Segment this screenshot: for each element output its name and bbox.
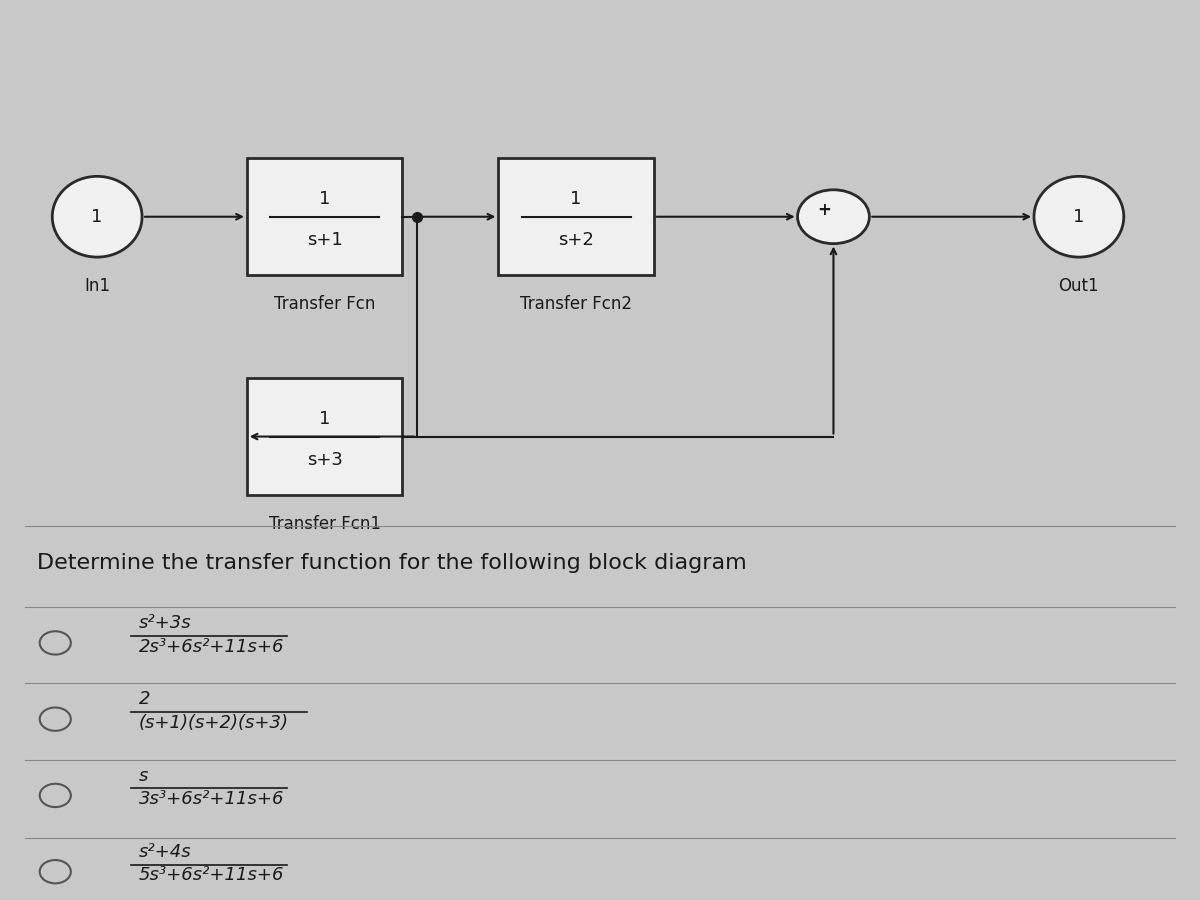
Ellipse shape — [53, 176, 142, 257]
Circle shape — [798, 190, 869, 244]
Text: Determine the transfer function for the following block diagram: Determine the transfer function for the … — [37, 554, 748, 573]
Text: 2: 2 — [139, 690, 150, 708]
Text: In1: In1 — [84, 277, 110, 295]
Text: s²+3s: s²+3s — [139, 614, 192, 632]
FancyBboxPatch shape — [247, 378, 402, 495]
Text: 3s³+6s²+11s+6: 3s³+6s²+11s+6 — [139, 790, 284, 808]
Text: 2s³+6s²+11s+6: 2s³+6s²+11s+6 — [139, 637, 284, 655]
Text: s+1: s+1 — [307, 231, 342, 249]
Text: s+3: s+3 — [307, 451, 342, 469]
Text: Transfer Fcn: Transfer Fcn — [274, 295, 376, 313]
FancyBboxPatch shape — [247, 158, 402, 275]
Text: (s+1)(s+2)(s+3): (s+1)(s+2)(s+3) — [139, 714, 289, 732]
Text: 1: 1 — [570, 190, 582, 208]
Text: s: s — [139, 767, 149, 785]
Text: Out1: Out1 — [1058, 277, 1099, 295]
Text: Transfer Fcn2: Transfer Fcn2 — [520, 295, 632, 313]
Text: 1: 1 — [91, 208, 103, 226]
Text: Transfer Fcn1: Transfer Fcn1 — [269, 515, 380, 533]
Text: s²+4s: s²+4s — [139, 843, 192, 861]
Text: 1: 1 — [319, 190, 330, 208]
FancyBboxPatch shape — [498, 158, 654, 275]
Text: 5s³+6s²+11s+6: 5s³+6s²+11s+6 — [139, 867, 284, 885]
Text: +: + — [817, 201, 832, 219]
Text: s+2: s+2 — [558, 231, 594, 249]
Text: 1: 1 — [1073, 208, 1085, 226]
Ellipse shape — [1034, 176, 1123, 257]
Text: 1: 1 — [319, 410, 330, 428]
